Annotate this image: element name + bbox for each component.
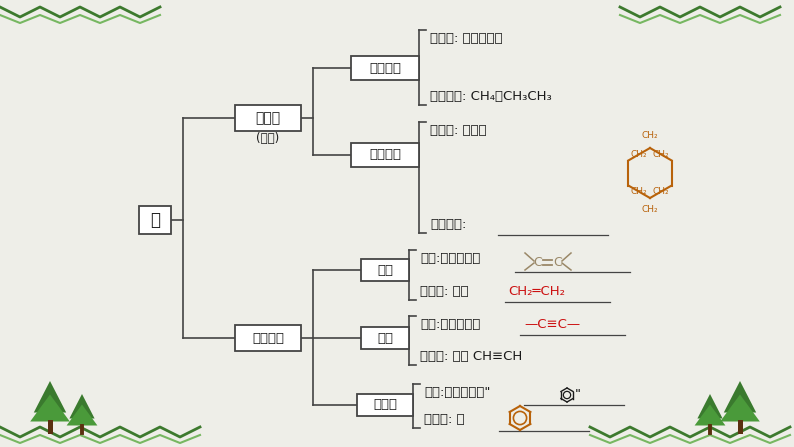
Text: 代表物: 乙炔 CH≡CH: 代表物: 乙炔 CH≡CH xyxy=(420,350,522,363)
Text: 结构简式: CH₄、CH₃CH₃: 结构简式: CH₄、CH₃CH₃ xyxy=(430,90,552,103)
FancyBboxPatch shape xyxy=(361,259,409,281)
Polygon shape xyxy=(34,381,66,413)
Text: 链状烷烃: 链状烷烃 xyxy=(369,62,401,75)
Polygon shape xyxy=(67,405,98,426)
Text: 环状烷烃: 环状烷烃 xyxy=(369,148,401,161)
FancyBboxPatch shape xyxy=(351,56,419,80)
Text: 不饱和烃: 不饱和烃 xyxy=(252,332,284,345)
FancyBboxPatch shape xyxy=(139,206,171,234)
Text: C: C xyxy=(534,256,542,269)
Text: C: C xyxy=(553,256,562,269)
Text: CH₂: CH₂ xyxy=(630,150,647,159)
Text: CH₂: CH₂ xyxy=(630,187,647,196)
Text: 烯烃: 烯烃 xyxy=(377,263,393,277)
Text: CH₂: CH₂ xyxy=(642,131,658,140)
FancyBboxPatch shape xyxy=(235,105,301,131)
Polygon shape xyxy=(30,395,70,422)
Text: 特点:分子中含有": 特点:分子中含有" xyxy=(424,386,491,399)
FancyBboxPatch shape xyxy=(235,325,301,351)
Text: 代表物: 环己烷: 代表物: 环己烷 xyxy=(430,124,487,137)
Text: 代表物: 乙烯: 代表物: 乙烯 xyxy=(420,285,468,298)
Text: 代表物: 甲烷、乙烷: 代表物: 甲烷、乙烷 xyxy=(430,32,503,45)
Text: —C≡C—: —C≡C— xyxy=(524,318,580,331)
Text: (烷烃): (烷烃) xyxy=(256,132,279,145)
FancyBboxPatch shape xyxy=(361,327,409,349)
Text: 代表物: 苯: 代表物: 苯 xyxy=(424,413,464,426)
Text: ": " xyxy=(575,388,581,401)
Polygon shape xyxy=(695,405,726,426)
Text: CH₂: CH₂ xyxy=(653,187,669,196)
FancyBboxPatch shape xyxy=(357,394,413,416)
Polygon shape xyxy=(69,394,94,418)
Polygon shape xyxy=(720,395,760,422)
Text: 结构简式:: 结构简式: xyxy=(430,218,466,231)
Polygon shape xyxy=(724,381,756,413)
Polygon shape xyxy=(697,394,723,418)
Text: 特点:分子中含有: 特点:分子中含有 xyxy=(420,252,480,265)
Text: 特点:分子中含有: 特点:分子中含有 xyxy=(420,318,480,331)
Text: 炔烃: 炔烃 xyxy=(377,332,393,345)
Text: 芳香烃: 芳香烃 xyxy=(373,398,397,412)
Text: 饱和烃: 饱和烃 xyxy=(256,111,280,125)
Text: CH₂: CH₂ xyxy=(653,150,669,159)
Text: 烃: 烃 xyxy=(150,211,160,229)
Text: CH₂═CH₂: CH₂═CH₂ xyxy=(508,285,565,298)
Text: CH₂: CH₂ xyxy=(642,206,658,215)
FancyBboxPatch shape xyxy=(351,143,419,167)
